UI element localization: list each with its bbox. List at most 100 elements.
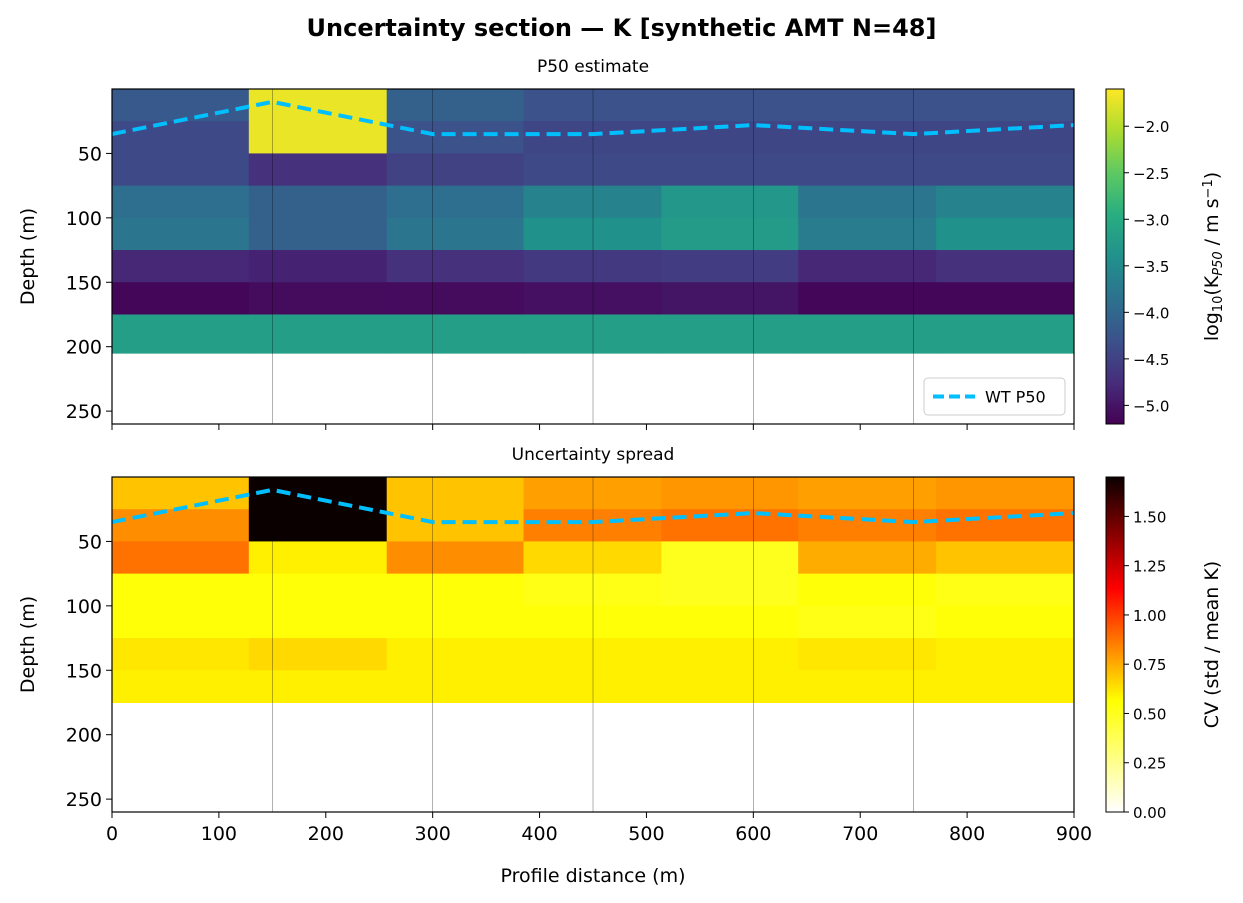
heatmap-cell [523,573,662,607]
colorbar-cv: 0.00 0.25 0.50 0.75 1.00 1.25 1.50 CV (std / me… [1105,476,1223,822]
heatmap-cell [523,153,662,187]
colorbar-label-part: −1 [1201,179,1216,198]
heatmap-cell [248,89,388,122]
y-axis-label: Depth (m) [17,208,39,305]
colorbar-tick-label: −2.0 [1133,118,1169,136]
heatmap-cell [936,638,1075,671]
heatmap-cell [936,217,1075,251]
heatmap-cell [248,153,388,187]
heatmap-cell [661,282,799,315]
colorbar-tick-label: −2.5 [1133,165,1169,183]
heatmap-cell [248,250,388,283]
y-axis-label: Depth (m) [17,596,39,693]
heatmap-cell [523,282,662,315]
heatmap-cell [523,250,662,283]
heatmap-cell [112,638,250,671]
colorbar-tick-label: 1.25 [1133,558,1166,576]
heatmap-cell [112,282,250,315]
heatmap-cell [661,638,799,671]
y-tick-label: 250 [66,401,102,423]
heatmap-cell [936,89,1075,122]
heatmap-cell [386,89,525,122]
heatmap-cell [936,670,1075,703]
p50-panel: 50 100 150 200 250 Depth (m) WT P50 [17,88,1075,430]
heatmap-cell [386,185,525,219]
y-tick-label: 50 [78,143,102,165]
heatmap-cell [112,153,250,187]
heatmap-cell [248,185,388,219]
axes-frame [111,476,1075,813]
heatmap-cell [523,185,662,219]
heatmap-cell [936,250,1075,283]
colorbar-label-part: / m s [1201,198,1223,251]
heatmap-cell [112,185,250,219]
legend-label: WT P50 [985,388,1046,407]
heatmap-cell [798,121,937,154]
heatmap-cell [112,89,250,122]
heatmap-cell [661,670,799,703]
heatmap-cell [248,217,388,251]
panel-title-p50: P50 estimate [536,57,650,77]
heatmap-cell [523,605,662,639]
heatmap-cell [248,541,388,575]
x-tick-label: 0 [106,823,118,845]
heatmap-cell [798,250,937,283]
heatmap-cell [798,509,937,542]
heatmap-cell [523,477,662,510]
heatmap-cells [112,89,1075,354]
heatmap-cell [386,121,525,154]
legend-box [923,377,1066,416]
x-tick-label: 800 [949,823,985,845]
heatmap-cell [248,573,388,607]
heatmap-cell [936,573,1075,607]
colorbar-tick-label: 0.50 [1133,705,1166,723]
heatmap-cell [523,638,662,671]
heatmap-cell [798,185,937,219]
water-table-line [111,99,1075,137]
colorbar-tick-label: −4.5 [1133,351,1169,369]
heatmap-cell [386,477,525,510]
y-tick-label: 150 [66,660,102,682]
heatmap-cell [248,605,388,639]
heatmap-cell [661,153,799,187]
heatmap-cell [798,314,937,354]
heatmap-cell [798,541,937,575]
colorbar-tick-label: −5.0 [1133,397,1169,415]
x-tick-label: 500 [628,823,664,845]
heatmap-cell [798,89,937,122]
heatmap-cell [386,573,525,607]
colorbar-gradient [1105,476,1125,813]
colorbar-label-part: (K [1201,275,1223,295]
heatmap-cell [936,605,1075,639]
heatmap-cell [798,670,937,703]
heatmap-cell [798,605,937,639]
axes-frame [111,88,1075,425]
heatmap-cell [661,509,799,542]
legend: WT P50 [923,377,1066,416]
heatmap-cell [386,250,525,283]
y-tick-label: 250 [66,789,102,811]
heatmap-cell [661,477,799,510]
heatmap-cell [386,153,525,187]
heatmap-cell [112,573,250,607]
heatmap-cell [523,217,662,251]
colorbar-tick-label: −3.5 [1133,258,1169,276]
heatmap-cell [936,153,1075,187]
figure-title: Uncertainty section — K [synthetic AMT N… [306,14,937,42]
x-tick-label: 400 [521,823,557,845]
heatmap-cell [798,638,937,671]
heatmap-cell [661,121,799,154]
heatmap-cell [112,541,250,575]
x-axis-label: Profile distance (m) [501,865,686,887]
heatmap-cell [523,314,662,354]
colorbar-tick-label: 1.50 [1133,508,1166,526]
heatmap-cell [523,509,662,542]
heatmap-cell [248,509,388,542]
colorbar-label-part: 10 [1211,296,1226,313]
heatmap-cell [936,541,1075,575]
colorbar-label: log10(KP50 / m s−1) [1201,172,1226,341]
heatmap-cell [112,670,250,703]
heatmap-cell [112,121,250,154]
heatmap-cell [798,573,937,607]
